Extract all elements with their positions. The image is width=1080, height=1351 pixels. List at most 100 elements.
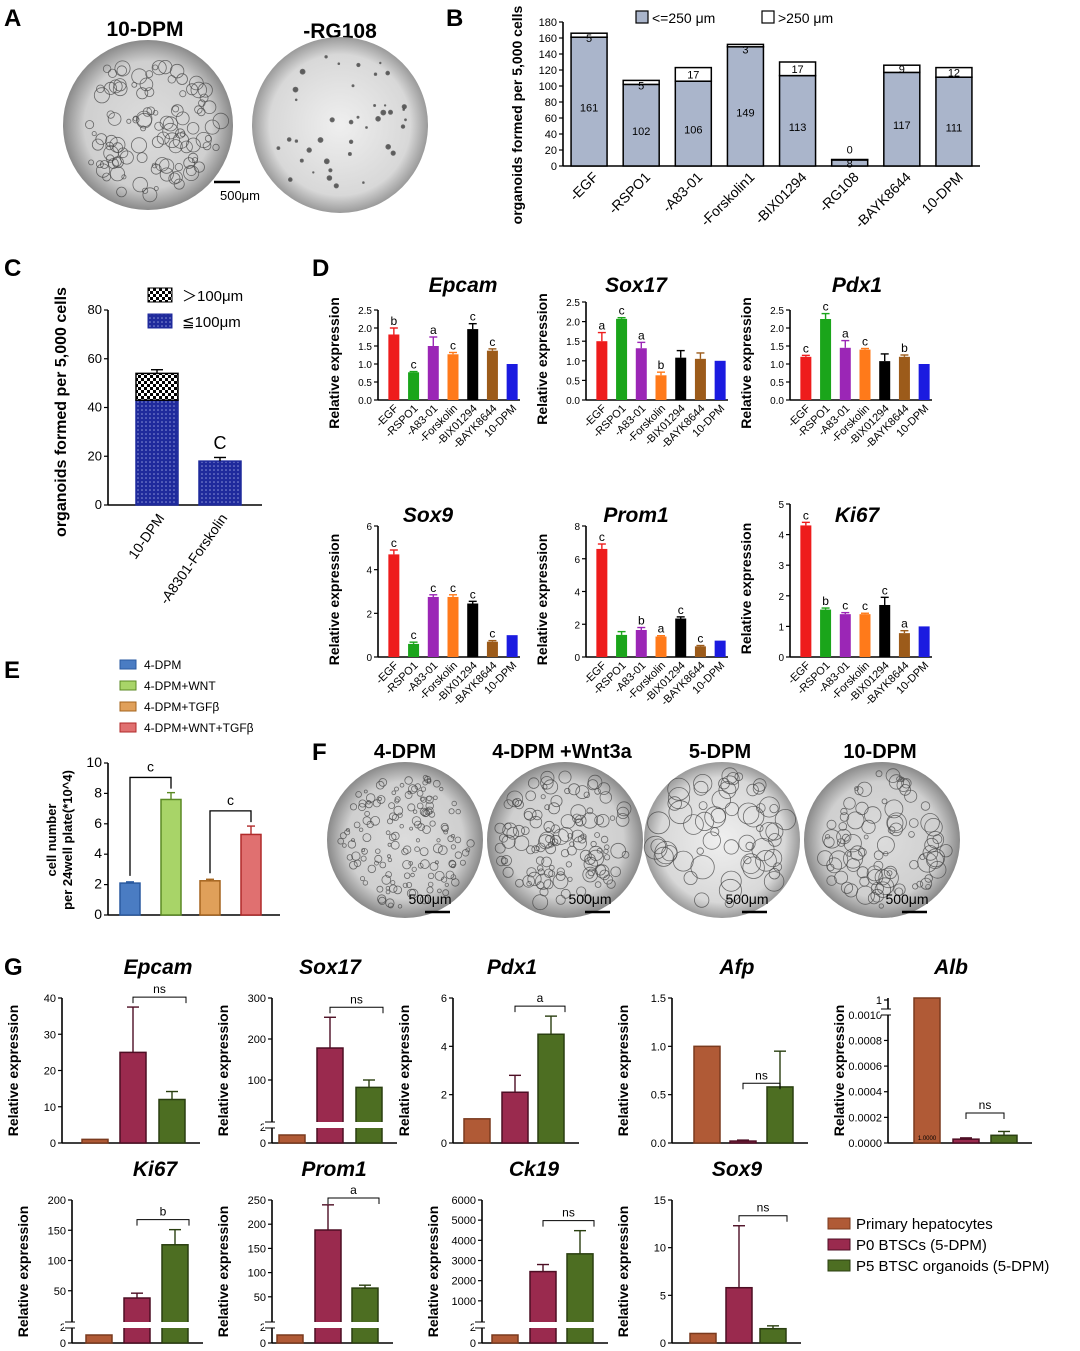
y-tick-label: 120: [539, 65, 557, 77]
organoid: [156, 131, 170, 145]
organoid: [536, 881, 545, 890]
organoid: [130, 137, 147, 154]
y-tick-label: 160: [539, 33, 557, 45]
y-tick-label: 0: [470, 1338, 476, 1350]
organoid: [402, 882, 408, 888]
y-axis-title: cell number: [44, 804, 59, 877]
organoid: [348, 119, 354, 125]
organoid: [863, 834, 869, 840]
y-tick-label: 4: [441, 1041, 447, 1053]
organoid: [858, 847, 867, 857]
organoid: [349, 860, 358, 870]
organoid: [544, 868, 554, 878]
y-tick-label: 8: [94, 784, 102, 800]
bar: [729, 1140, 757, 1144]
organoid: [393, 805, 404, 816]
legend-label-4dpm-wnt-tgfb: 4-DPM+WNT+TGFβ: [144, 721, 254, 735]
bar: [694, 358, 706, 400]
organoid: [299, 68, 306, 75]
organoid: [582, 893, 593, 904]
organoid-texture: [276, 55, 407, 189]
scale-bar-label: 500μm: [568, 891, 611, 907]
organoid: [357, 803, 366, 812]
organoid: [587, 779, 599, 791]
organoid: [391, 831, 400, 841]
y-tick-label: 6: [574, 555, 580, 566]
organoid: [881, 798, 888, 805]
y-tick-label: 0.5: [770, 378, 784, 389]
y-tick-label: 1: [778, 622, 784, 633]
organoid: [317, 137, 324, 143]
bar: [635, 629, 647, 657]
organoid: [105, 154, 115, 163]
x-tick-label: -RG108: [816, 169, 862, 215]
bar: [879, 604, 891, 657]
organoid: [582, 866, 598, 883]
bar-large: [674, 66, 713, 82]
legend-label-large: >250 μm: [778, 10, 833, 26]
significance-label: c: [391, 536, 397, 550]
significance-label: c: [147, 758, 154, 774]
organoid: [362, 181, 365, 184]
axis-break: [880, 1009, 892, 1015]
organoid: [878, 903, 884, 909]
significance-bracket: [327, 1197, 380, 1204]
organoid: [552, 873, 569, 890]
y-axis-title: Relative expression: [738, 523, 754, 655]
dish-image: [804, 762, 960, 918]
organoid: [873, 850, 884, 860]
bar: [694, 646, 706, 657]
organoid: [379, 61, 382, 65]
organoid: [391, 790, 397, 796]
y-tick-label: 2: [441, 1090, 447, 1102]
organoid: [194, 105, 203, 114]
organoid: [399, 824, 404, 829]
organoid: [387, 854, 391, 859]
organoid: [362, 833, 372, 842]
y-tick-label: 6: [441, 993, 447, 1005]
bar: [800, 525, 812, 657]
organoid: [755, 849, 777, 872]
organoid: [386, 818, 393, 825]
organoid: [397, 904, 403, 909]
axis-break: [474, 1322, 486, 1328]
significance-label: ns: [562, 1206, 575, 1220]
significance-label: c: [619, 304, 625, 318]
organoid: [359, 876, 365, 882]
y-tick-label: 5: [660, 1290, 666, 1302]
organoid: [117, 147, 129, 159]
bar-data-label: 161: [580, 103, 598, 115]
chart-title: Sox9: [403, 504, 454, 527]
organoid: [742, 856, 765, 879]
significance-label: c: [842, 599, 848, 613]
organoid: [420, 796, 427, 803]
bar-large: [622, 79, 660, 86]
bar: [693, 1045, 721, 1144]
significance-label: c: [678, 603, 684, 617]
organoid: [908, 831, 915, 838]
significance-label: c: [430, 581, 436, 595]
chart-title: Sox9: [712, 1158, 763, 1181]
significance-label: b: [638, 614, 645, 628]
bar-data-label: 3: [742, 44, 748, 56]
organoid: [538, 831, 556, 848]
organoid: [376, 885, 384, 893]
y-tick-label: 10: [86, 754, 102, 770]
organoid: [502, 822, 518, 838]
organoid: [558, 770, 572, 784]
organoid: [145, 70, 154, 78]
organoid: [411, 785, 418, 793]
organoid: [854, 786, 859, 791]
organoid: [826, 863, 835, 872]
y-tick-label: 0.0000: [848, 1138, 882, 1150]
bar-break: [355, 1122, 383, 1128]
bar-small: [674, 80, 713, 167]
organoid: [583, 856, 599, 872]
bar: [725, 1286, 753, 1344]
organoid: [312, 171, 315, 174]
organoid: [204, 119, 220, 135]
y-tick-label: 0: [260, 1138, 266, 1150]
organoid: [411, 866, 417, 872]
bar-data-label: 113: [789, 122, 807, 134]
bar: [990, 1134, 1018, 1144]
